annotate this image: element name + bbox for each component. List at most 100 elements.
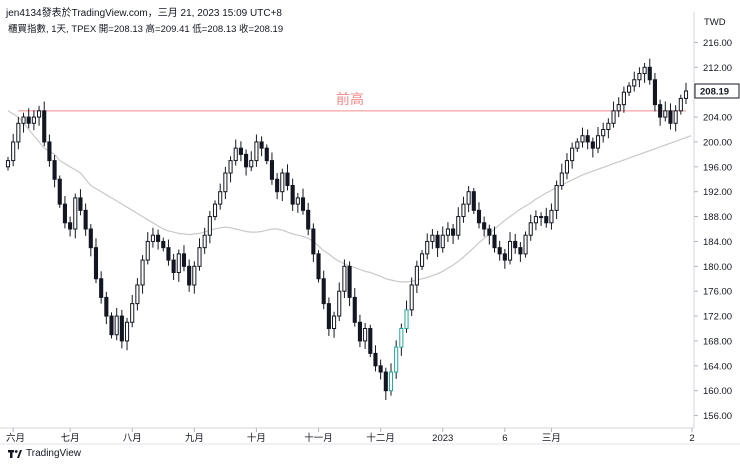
candle[interactable] [342,259,347,299]
candle[interactable] [176,249,181,282]
candle[interactable] [11,133,16,167]
candle[interactable] [114,307,119,341]
candle[interactable] [549,203,554,230]
candle[interactable] [601,122,606,143]
candle[interactable] [269,152,275,185]
candle[interactable] [285,164,290,191]
candle[interactable] [83,203,88,236]
candle[interactable] [16,117,21,150]
candle[interactable] [192,261,197,294]
candle[interactable] [621,86,626,113]
candle[interactable] [202,227,207,254]
candle[interactable] [166,239,171,266]
candle[interactable] [140,255,145,294]
candle[interactable] [244,149,249,176]
candle[interactable] [637,67,642,88]
candle[interactable] [513,233,518,254]
candle[interactable] [31,110,36,131]
candle[interactable] [497,240,502,261]
candle[interactable] [5,156,11,171]
candle[interactable] [171,253,176,280]
candle[interactable] [409,277,414,317]
candle[interactable] [658,99,663,126]
candle[interactable] [238,141,243,162]
candle[interactable] [564,153,570,180]
candle[interactable] [347,261,352,307]
candle[interactable] [404,300,409,333]
candle[interactable] [68,216,73,237]
candle[interactable] [373,345,378,372]
candle[interactable] [99,271,104,304]
candle[interactable] [559,163,564,190]
candle[interactable] [425,233,430,260]
candle[interactable] [207,210,212,244]
candle[interactable] [456,207,461,240]
candle[interactable] [295,192,300,213]
candle[interactable] [430,229,435,249]
candle[interactable] [145,232,150,265]
brand[interactable]: TradingView [8,448,81,459]
candle[interactable] [368,324,373,358]
candle[interactable] [533,210,538,231]
candle[interactable] [57,175,62,208]
candle[interactable] [487,224,492,245]
candle[interactable] [249,151,254,172]
candle[interactable] [78,189,83,216]
candle[interactable] [445,222,450,243]
candle[interactable] [109,312,114,339]
candle[interactable] [326,297,331,336]
candle[interactable] [544,207,549,228]
candle[interactable] [606,118,611,139]
candle[interactable] [352,288,357,327]
candle[interactable] [47,134,52,167]
candle[interactable] [492,226,497,253]
candle[interactable] [62,196,67,229]
candle[interactable] [590,137,595,158]
candle[interactable] [652,72,657,112]
candle[interactable] [580,127,585,148]
candle[interactable] [156,229,161,250]
candle[interactable] [616,97,621,118]
candle[interactable] [104,291,109,325]
candle[interactable] [632,71,637,92]
candle[interactable] [332,311,337,338]
candle[interactable] [451,224,456,244]
candle[interactable] [585,129,590,150]
candle[interactable] [482,216,487,237]
candle[interactable] [300,188,306,215]
candle[interactable] [388,363,394,396]
candle[interactable] [518,242,523,262]
candle[interactable] [642,62,647,83]
candle[interactable] [311,223,316,262]
candle[interactable] [135,278,140,311]
candle[interactable] [383,367,388,401]
candle[interactable] [26,108,31,129]
candle[interactable] [678,94,683,115]
candle[interactable] [197,238,202,271]
candle[interactable] [280,168,285,202]
candle[interactable] [663,101,668,122]
candle[interactable] [187,259,192,292]
candle[interactable] [52,154,57,188]
candle[interactable] [290,178,295,211]
candle[interactable] [611,101,616,128]
candle[interactable] [471,187,476,215]
candle[interactable] [37,105,42,126]
candle[interactable] [275,173,280,200]
candle[interactable] [218,183,223,210]
candle[interactable] [212,200,218,221]
candle[interactable] [394,340,399,379]
candle[interactable] [93,238,99,284]
candle[interactable] [254,134,259,167]
candle[interactable] [259,136,264,157]
candle[interactable] [223,166,228,200]
candle[interactable] [523,231,528,258]
candle[interactable] [668,103,673,130]
candle[interactable] [181,245,187,272]
candle[interactable] [476,202,482,229]
candle[interactable] [42,101,47,147]
candle[interactable] [627,82,632,96]
candle[interactable] [507,232,513,265]
candle[interactable] [378,359,383,380]
